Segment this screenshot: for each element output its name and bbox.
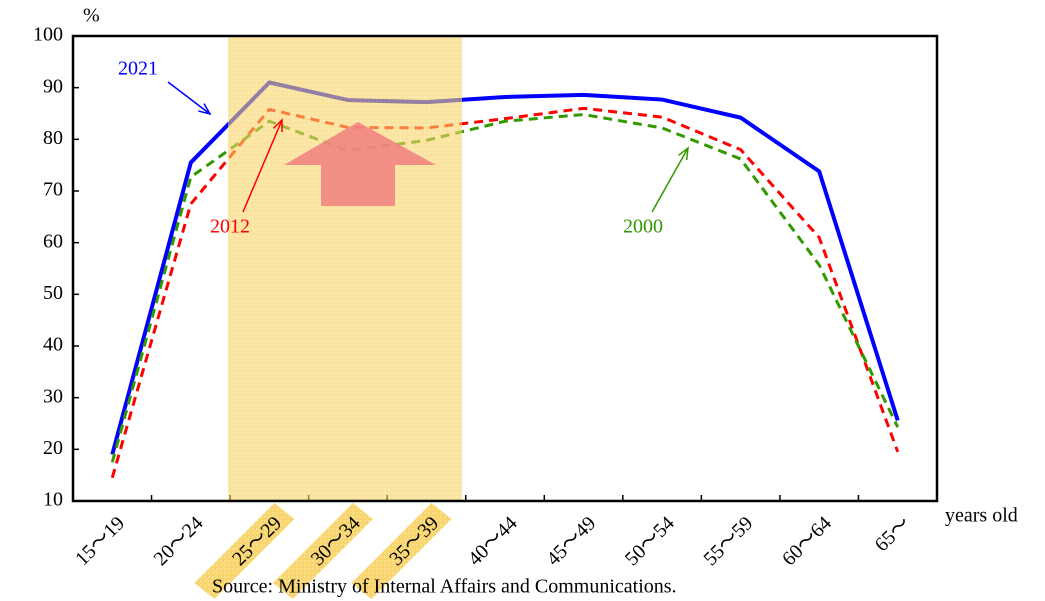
- x-axis-label: years old: [945, 505, 1018, 527]
- highlight-band: [228, 36, 462, 501]
- series-annotation: 2012: [210, 216, 250, 238]
- y-tick-label: 60: [43, 230, 63, 252]
- x-tick-label: 50～54: [621, 512, 679, 570]
- x-tick-label: 40～44: [464, 512, 522, 570]
- up-arrow: [284, 122, 436, 206]
- annotation-arrowhead: [198, 103, 212, 116]
- y-tick-label: 70: [43, 179, 63, 201]
- highlight-stripe: [194, 503, 295, 599]
- x-tick-label: 20～24: [150, 512, 208, 570]
- y-unit: %: [83, 5, 100, 27]
- y-tick-label: 90: [43, 75, 63, 97]
- annotation-arrowhead: [272, 118, 283, 133]
- y-tick-label: 50: [43, 282, 63, 304]
- x-tick-label: 65～: [871, 512, 915, 556]
- highlight-stripe: [272, 503, 373, 599]
- y-tick-label: 80: [43, 127, 63, 149]
- series-annotation: 2021: [118, 58, 158, 80]
- y-tick-label: 40: [43, 334, 63, 356]
- x-tick-label: 15～19: [71, 512, 129, 570]
- annotation-arrowhead: [678, 146, 689, 161]
- annotation-arrow: [242, 119, 283, 213]
- source: Source: Ministry of Internal Affairs and…: [212, 576, 677, 598]
- highlight-stripe: [351, 503, 452, 599]
- x-tick-label: 60～64: [778, 512, 836, 570]
- x-tick-label: 55～59: [699, 512, 757, 570]
- y-tick-label: 20: [43, 437, 63, 459]
- y-tick-label: 100: [33, 24, 63, 46]
- annotation-arrow: [167, 81, 211, 115]
- plot-frame: [71, 34, 939, 503]
- y-tick-label: 30: [43, 385, 63, 407]
- x-tick-label: 45～49: [542, 512, 600, 570]
- annotation-arrow: [651, 147, 689, 213]
- y-tick-label: 10: [43, 489, 63, 511]
- series-annotation: 2000: [623, 216, 663, 238]
